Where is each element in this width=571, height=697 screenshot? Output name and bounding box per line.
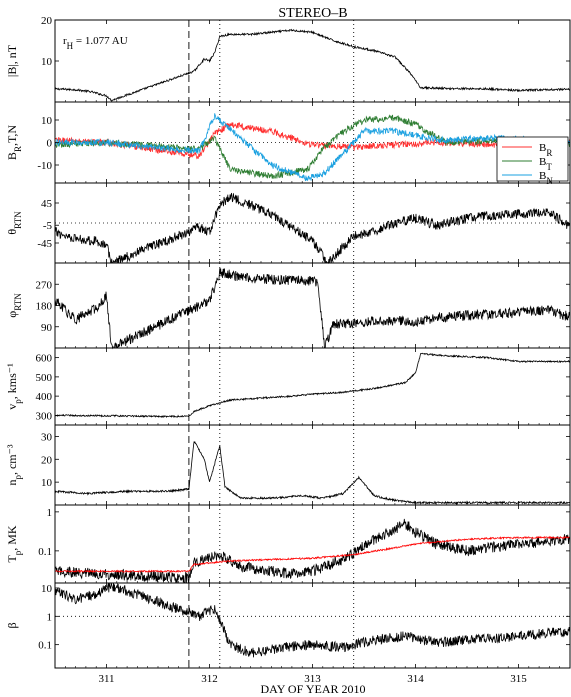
panel-frame (54, 424, 571, 506)
x-axis-label: DAY OF YEAR 2010 (260, 682, 365, 696)
y-axis-label-B_RTN: BR,T,N (5, 125, 23, 160)
x-tick-label: 311 (98, 673, 114, 685)
y-tick-label: 30 (41, 431, 53, 443)
panel-beta: 0.1 1 10 β 311 312 313 314 315 (5, 582, 571, 685)
panel-frame (54, 347, 571, 426)
y-tick-label: 1 (47, 611, 53, 623)
y-tick-label: 1 (47, 507, 53, 519)
panel-B: 10 20 |B|, nT rH = 1.077 AU (5, 15, 571, 103)
legend-label: BN (539, 170, 553, 186)
panels: 10 20 |B|, nT rH = 1.077 AU -10 0 10 BR,T,N BRBT… (5, 15, 571, 685)
y-tick-label: 300 (36, 410, 53, 422)
y-tick-label: 500 (36, 372, 53, 384)
series-v-1 (54, 352, 571, 419)
series-B_RTN-3 (54, 113, 571, 182)
panel-T: 0.1 1 Tp, MK (5, 504, 571, 584)
legend-box (496, 136, 569, 182)
y-axis-label-beta: β (5, 622, 19, 628)
y-tick-label: 600 (36, 353, 53, 365)
y-axis-label-v: vp, kms⁻¹ (5, 363, 23, 410)
y-tick-label: 0.1 (38, 546, 52, 558)
y-axis-label-B: |B|, nT (5, 44, 19, 77)
panel-theta: -45 -5 45 θRTN (5, 182, 571, 264)
y-tick-label: 0.1 (38, 640, 52, 652)
y-axis-label-T: Tp, MK (5, 525, 23, 563)
series-beta-1 (54, 582, 571, 658)
series-theta-1 (54, 192, 571, 264)
y-tick-label: 45 (41, 198, 53, 210)
y-tick-label: 10 (41, 477, 53, 489)
y-tick-label: -5 (43, 220, 53, 232)
y-tick-label: 10 (41, 583, 53, 595)
legend-label: BR (539, 142, 552, 158)
y-axis-label-n: np, cm⁻³ (5, 444, 23, 485)
x-tick-label: 313 (304, 673, 321, 685)
series-phi-1 (54, 268, 571, 350)
y-tick-label: 10 (41, 115, 53, 127)
y-tick-label: 20 (41, 15, 53, 27)
y-axis-label-theta: θRTN (5, 211, 23, 235)
series-T-1 (54, 518, 571, 584)
y-tick-label: 180 (36, 301, 53, 313)
distance-annotation: rH = 1.077 AU (63, 35, 128, 51)
y-tick-label: -45 (37, 238, 52, 250)
x-tick-label: 315 (510, 673, 527, 685)
legend-label: BT (539, 156, 552, 172)
x-tick-label: 312 (201, 673, 218, 685)
y-axis-label-phi: φRTN (5, 293, 23, 318)
panel-v: 300 400 500 600 vp, kms⁻¹ (5, 347, 571, 426)
panel-frame (54, 182, 571, 264)
y-tick-label: 10 (41, 56, 53, 68)
y-tick-label: -10 (37, 160, 52, 172)
series-T-2 (54, 535, 571, 574)
y-tick-label: 20 (41, 454, 53, 466)
y-tick-label: 90 (41, 322, 53, 334)
series-n-1 (54, 441, 571, 505)
series-B-1 (54, 28, 571, 102)
figure-title: STEREO–B (278, 6, 347, 21)
x-tick-label: 314 (407, 673, 424, 685)
panel-n: 10 20 30 np, cm⁻³ (5, 424, 571, 506)
y-tick-label: 270 (36, 279, 53, 291)
y-tick-label: 400 (36, 391, 53, 403)
panel-phi: 90 180 270 φRTN (5, 262, 571, 350)
y-tick-label: 0 (47, 138, 53, 150)
